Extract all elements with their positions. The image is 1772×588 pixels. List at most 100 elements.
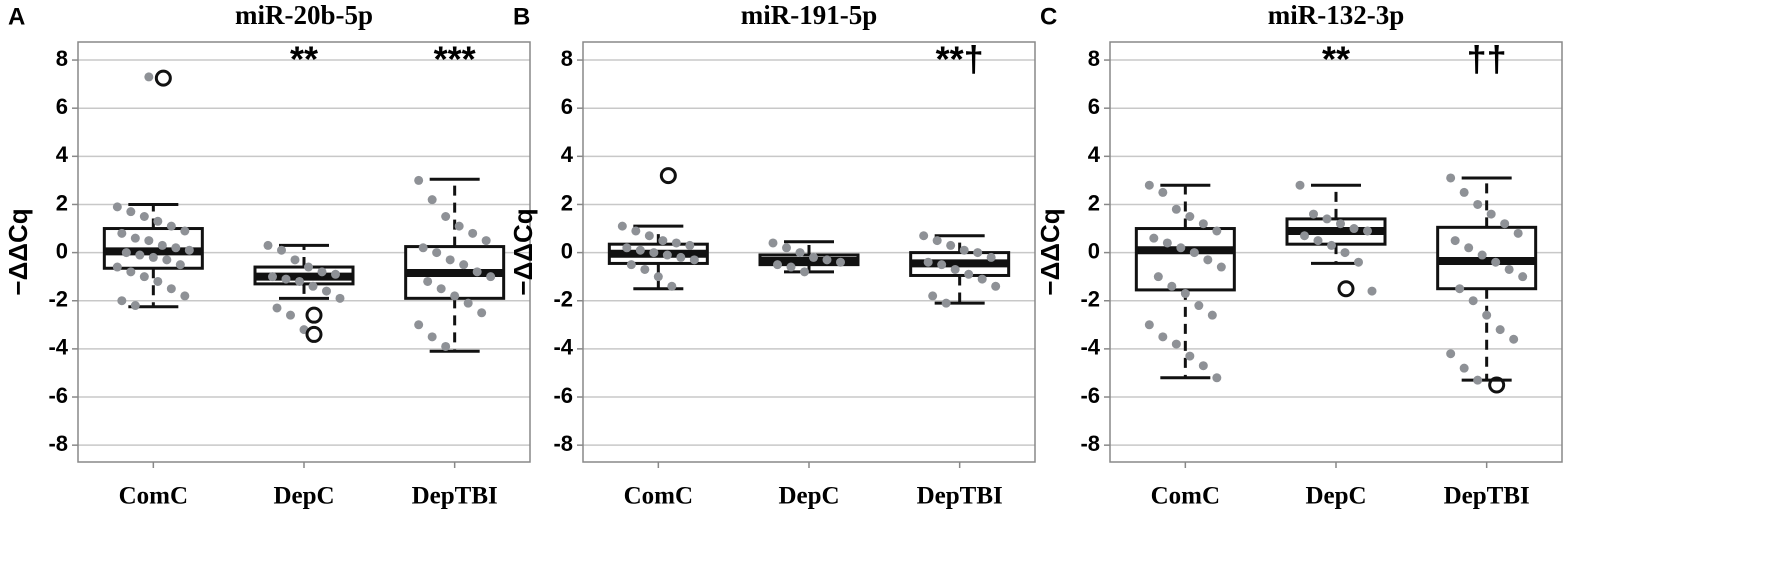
- data-point: [148, 252, 158, 262]
- data-point: [1482, 310, 1492, 320]
- y-tick-label: -8: [48, 431, 68, 456]
- panel-title: miR-132-3p: [1268, 0, 1405, 30]
- data-point: [836, 257, 845, 267]
- data-point: [1340, 248, 1350, 258]
- data-point: [1464, 243, 1474, 253]
- data-point: [1203, 255, 1213, 265]
- data-point: [1144, 320, 1154, 330]
- data-point: [1185, 211, 1195, 221]
- data-point: [1446, 173, 1456, 183]
- data-point: [1504, 264, 1514, 274]
- y-tick-label: 2: [56, 190, 68, 215]
- data-point: [308, 281, 318, 291]
- y-tick-label: -8: [553, 431, 573, 456]
- data-point: [184, 245, 194, 255]
- data-point: [180, 226, 190, 236]
- data-point: [1194, 301, 1204, 311]
- data-point: [932, 236, 942, 246]
- data-point: [295, 276, 304, 286]
- data-point: [427, 332, 437, 342]
- data-point: [1473, 199, 1483, 209]
- significance-annotation: **: [290, 39, 318, 80]
- y-tick-label: -6: [553, 383, 573, 408]
- data-point: [631, 226, 641, 236]
- data-point: [977, 274, 987, 284]
- y-tick-label: 0: [561, 238, 573, 263]
- data-point: [1144, 180, 1154, 190]
- panel-label: A: [8, 3, 25, 30]
- data-point: [468, 228, 478, 238]
- data-point: [928, 291, 938, 301]
- data-point: [786, 262, 796, 272]
- data-point: [822, 255, 832, 265]
- data-point: [626, 260, 636, 270]
- y-tick-label: 2: [561, 190, 573, 215]
- data-point: [432, 248, 442, 258]
- data-point: [1459, 363, 1469, 373]
- data-point: [1176, 243, 1186, 253]
- data-point: [658, 236, 668, 246]
- y-axis-label: −ΔΔCq: [508, 208, 538, 295]
- data-point: [622, 243, 632, 253]
- data-point: [1207, 310, 1217, 320]
- data-point: [139, 211, 149, 221]
- data-point: [1171, 204, 1181, 214]
- data-point: [950, 264, 960, 274]
- y-tick-label: 4: [1088, 142, 1101, 167]
- data-point: [1327, 240, 1336, 250]
- data-point: [640, 264, 650, 274]
- significance-annotation: ††: [1467, 39, 1507, 80]
- data-point: [135, 250, 145, 260]
- data-point: [322, 286, 331, 296]
- data-point: [1180, 289, 1190, 299]
- data-point: [112, 262, 122, 272]
- y-tick-label: -4: [1080, 335, 1100, 360]
- y-tick-label: -2: [1080, 287, 1100, 312]
- data-point: [671, 238, 681, 248]
- x-tick-label: ComC: [119, 483, 188, 510]
- data-point: [1162, 238, 1172, 248]
- data-point: [973, 248, 983, 258]
- data-point: [644, 231, 654, 241]
- y-tick-label: 0: [1088, 238, 1100, 263]
- data-point: [414, 175, 424, 185]
- x-tick-label: ComC: [1151, 483, 1220, 510]
- data-point: [171, 243, 181, 253]
- data-point: [436, 284, 446, 294]
- data-point: [946, 240, 956, 250]
- data-point: [477, 308, 487, 318]
- data-point: [121, 248, 131, 258]
- data-point: [139, 272, 149, 282]
- data-point: [617, 221, 627, 231]
- data-point: [1212, 373, 1222, 383]
- data-point: [964, 269, 974, 279]
- data-point: [991, 281, 1001, 291]
- data-point: [263, 240, 273, 250]
- y-tick-label: 4: [56, 142, 69, 167]
- significance-annotation: **: [1322, 39, 1350, 80]
- data-point: [959, 245, 969, 255]
- data-point: [1349, 224, 1359, 234]
- data-point: [768, 238, 778, 248]
- data-point: [414, 320, 424, 330]
- data-point: [423, 276, 433, 286]
- data-point: [286, 310, 295, 320]
- data-point: [1473, 375, 1483, 385]
- data-point: [153, 276, 163, 286]
- data-point: [937, 260, 947, 270]
- data-point: [685, 240, 695, 250]
- data-point: [1167, 281, 1177, 291]
- data-point: [112, 202, 122, 212]
- data-point: [1216, 262, 1226, 272]
- data-point: [1468, 296, 1478, 306]
- data-point: [1198, 361, 1208, 371]
- y-tick-label: -4: [48, 335, 68, 360]
- data-point: [117, 296, 127, 306]
- data-point: [290, 255, 300, 265]
- data-point: [986, 252, 996, 262]
- data-point: [1509, 334, 1519, 344]
- y-tick-label: 8: [1088, 46, 1100, 71]
- data-point: [463, 298, 473, 308]
- y-axis-label: −ΔΔCq: [3, 208, 33, 295]
